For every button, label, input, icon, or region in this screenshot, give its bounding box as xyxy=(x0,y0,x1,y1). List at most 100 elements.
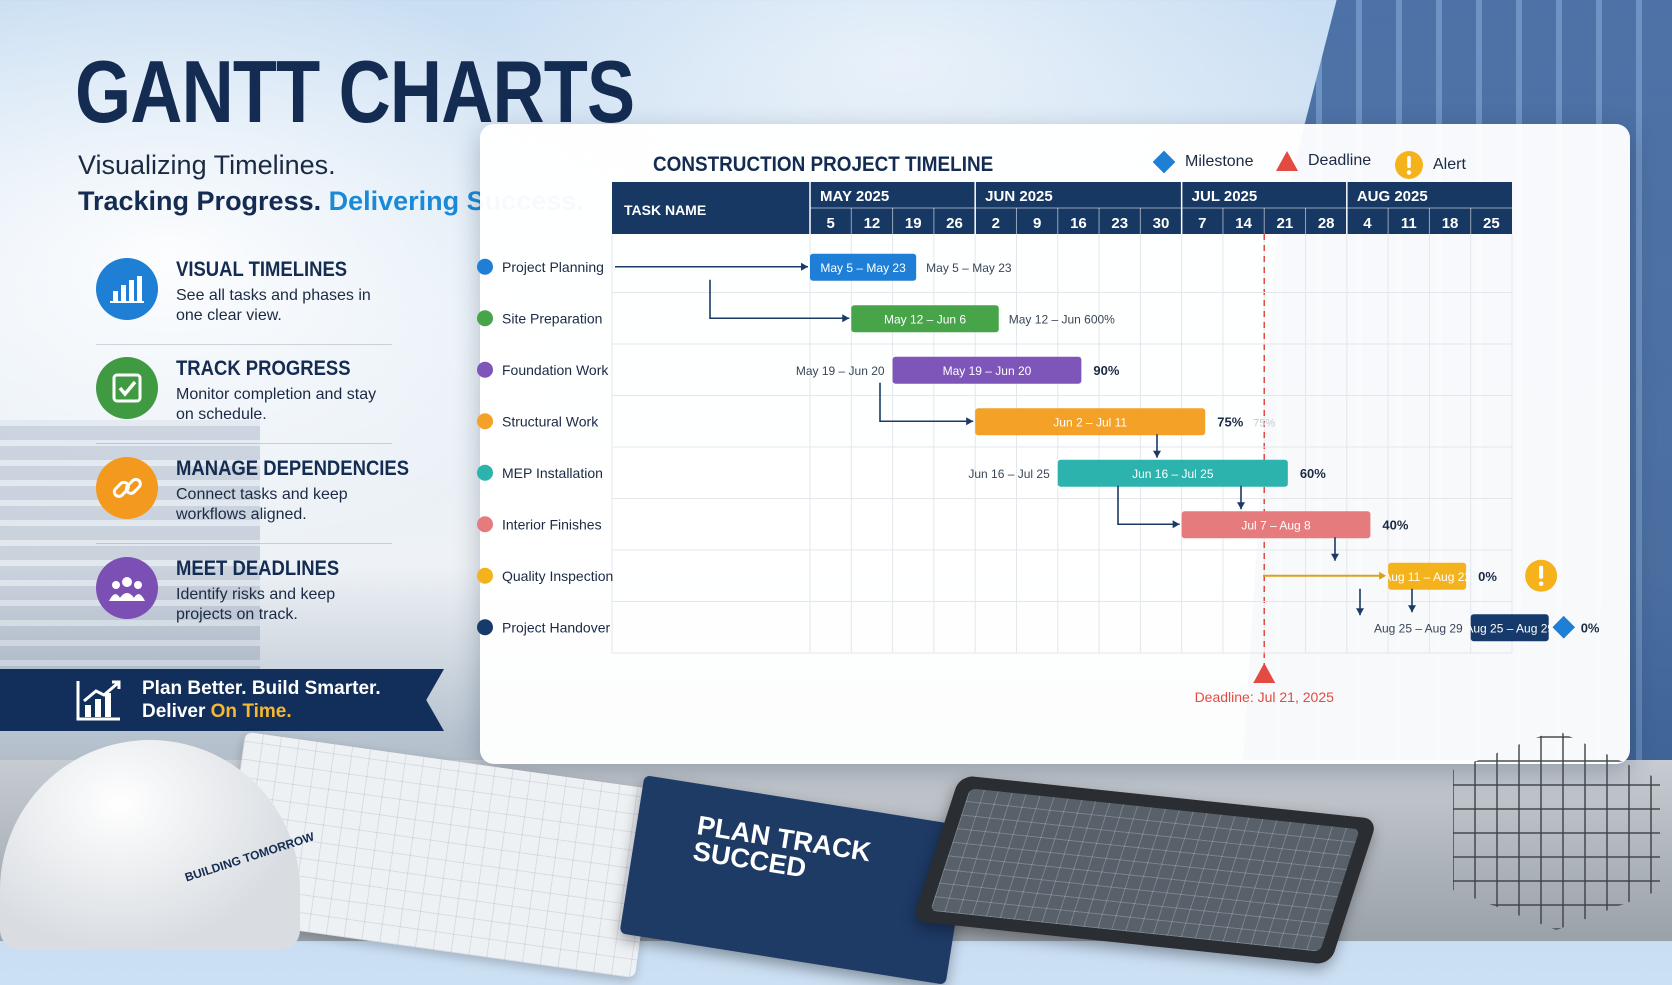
task-dot xyxy=(477,310,493,327)
dependency-arrow xyxy=(1117,485,1180,526)
task-bar xyxy=(975,408,1206,436)
task-bar xyxy=(851,305,999,333)
feature-meet-deadlines: MEET DEADLINES Identify risks and keep p… xyxy=(96,549,392,644)
legend-alert: Alert xyxy=(1394,150,1466,180)
feature-divider xyxy=(96,443,392,444)
week-tick-label: 12 xyxy=(864,215,881,232)
task-bar xyxy=(1388,562,1467,590)
task-start-label: May 19 – Jun 20 xyxy=(796,364,885,378)
week-tick-label: 14 xyxy=(1235,215,1252,232)
week-tick-label: 23 xyxy=(1111,215,1128,232)
week-tick-label: 4 xyxy=(1363,215,1372,232)
week-tick-label: 25 xyxy=(1483,215,1500,232)
deadline-triangle-icon xyxy=(1276,151,1298,171)
task-bar xyxy=(1470,614,1549,642)
alert-icon xyxy=(1395,151,1423,179)
week-tick-label: 7 xyxy=(1198,215,1206,232)
link-icon xyxy=(96,457,158,519)
dependency-arrowhead xyxy=(966,417,974,426)
banner-line2-highlight: On Time. xyxy=(210,701,292,722)
week-tick-label: 16 xyxy=(1070,215,1087,232)
dependency-arrowhead xyxy=(1172,520,1180,529)
task-name: Site Preparation xyxy=(502,310,602,326)
task-percent: 40% xyxy=(1382,517,1408,532)
task-bar-label: Jun 16 – Jul 25 xyxy=(1132,467,1214,481)
week-tick-label: 9 xyxy=(1033,215,1041,232)
hero-subtitle: Visualizing Timelines. xyxy=(78,150,336,180)
task-name: Project Planning xyxy=(502,259,604,275)
week-tick-label: 26 xyxy=(946,215,963,232)
deadline-label: Deadline: Jul 21, 2025 xyxy=(1195,689,1335,705)
tablet-screen xyxy=(930,788,1360,952)
milestone-diamond xyxy=(1552,615,1576,639)
dependency-arrowhead xyxy=(801,262,808,271)
month-label: AUG 2025 xyxy=(1357,188,1428,205)
feature-desc: Monitor completion and stay on schedule. xyxy=(176,386,377,423)
tagline-banner: Plan Better. Build Smarter. Deliver On T… xyxy=(0,669,444,731)
week-tick-label: 2 xyxy=(992,215,1000,232)
task-name: Interior Finishes xyxy=(502,516,602,532)
task-bar-label: Aug 25 – Aug 29 xyxy=(1465,621,1554,635)
dependency-arrowhead xyxy=(1153,450,1161,458)
task-bar-label: Aug 11 – Aug 22 xyxy=(1383,570,1471,584)
task-start-label: Aug 25 – Aug 29 xyxy=(1374,621,1463,635)
banner-line1: Plan Better. Build Smarter. xyxy=(142,678,381,699)
task-name: Foundation Work xyxy=(502,362,609,378)
task-side-label: May 5 – May 23 xyxy=(926,261,1012,275)
hero-title: GANTT CHARTS xyxy=(75,42,635,141)
legend-milestone: Milestone xyxy=(1152,150,1253,174)
banner-line2-prefix: Deliver xyxy=(142,701,211,722)
task-dot xyxy=(477,516,493,533)
week-tick-label: 28 xyxy=(1318,215,1335,232)
task-dot xyxy=(477,413,493,430)
week-tick-label: 11 xyxy=(1401,215,1417,232)
week-tick-label: 21 xyxy=(1277,215,1294,232)
task-percent: 0% xyxy=(1581,620,1600,635)
task-bar xyxy=(1057,459,1288,487)
task-name: MEP Installation xyxy=(502,465,603,481)
feature-track-progress: TRACK PROGRESS Monitor completion and st… xyxy=(96,349,392,444)
legend-deadline: Deadline xyxy=(1275,150,1371,172)
task-percent: 75% xyxy=(1217,414,1243,429)
task-name: Quality Inspection xyxy=(502,568,613,584)
task-dot xyxy=(477,464,493,481)
dependency-arrowhead xyxy=(1331,553,1339,561)
bar-chart-icon xyxy=(96,258,158,320)
task-dot xyxy=(477,567,493,584)
dependency-arrowhead xyxy=(1408,605,1416,613)
feature-desc: See all tasks and phases in one clear vi… xyxy=(176,287,371,324)
task-percent: 60% xyxy=(1300,466,1326,481)
task-bar-label: Jul 7 – Aug 8 xyxy=(1241,518,1311,532)
task-bar xyxy=(1181,511,1371,539)
feature-divider xyxy=(96,344,392,345)
feature-visual-timelines: VISUAL TIMELINES See all tasks and phase… xyxy=(96,250,392,345)
task-bar-label: Jun 2 – Jul 11 xyxy=(1053,415,1127,429)
task-dot xyxy=(477,361,493,378)
legend-deadline-label: Deadline xyxy=(1308,152,1372,169)
gantt-chart: TASK NAME MAY 2025 5 12 19 26 JUN 2025 2 9 16 23 30… xyxy=(477,182,1600,705)
feature-manage-dependencies: MANAGE DEPENDENCIES Connect tasks and ke… xyxy=(96,449,409,544)
month-label: JUN 2025 xyxy=(985,188,1053,205)
task-bar-label: May 5 – May 23 xyxy=(820,261,906,275)
deadline-marker xyxy=(1253,663,1276,683)
chart-title: CONSTRUCTION PROJECT TIMELINE xyxy=(653,153,994,176)
feature-divider xyxy=(96,543,392,544)
feature-title: VISUAL TIMELINES xyxy=(176,258,348,281)
dependency-arrow xyxy=(709,279,850,320)
month-label: MAY 2025 xyxy=(820,188,889,205)
task-percent-ghost: 75% xyxy=(1253,417,1275,429)
growth-chart-icon xyxy=(76,680,121,721)
task-dot xyxy=(477,258,493,275)
task-side-label: May 12 – Jun 600% xyxy=(1009,312,1115,326)
task-dot xyxy=(477,619,493,636)
task-name-header: TASK NAME xyxy=(624,202,706,218)
notebook-text: PLAN TRACK SUCCED xyxy=(690,810,874,884)
week-tick-label: 5 xyxy=(826,215,834,232)
feature-title: MEET DEADLINES xyxy=(176,557,340,580)
task-percent: 0% xyxy=(1478,569,1497,584)
alert-icon-dot xyxy=(1538,581,1544,587)
week-tick-label: 18 xyxy=(1442,215,1459,232)
task-start-label: Jun 16 – Jul 25 xyxy=(968,467,1050,481)
dependency-arrowhead xyxy=(1356,608,1364,616)
feature-title: TRACK PROGRESS xyxy=(176,357,351,380)
